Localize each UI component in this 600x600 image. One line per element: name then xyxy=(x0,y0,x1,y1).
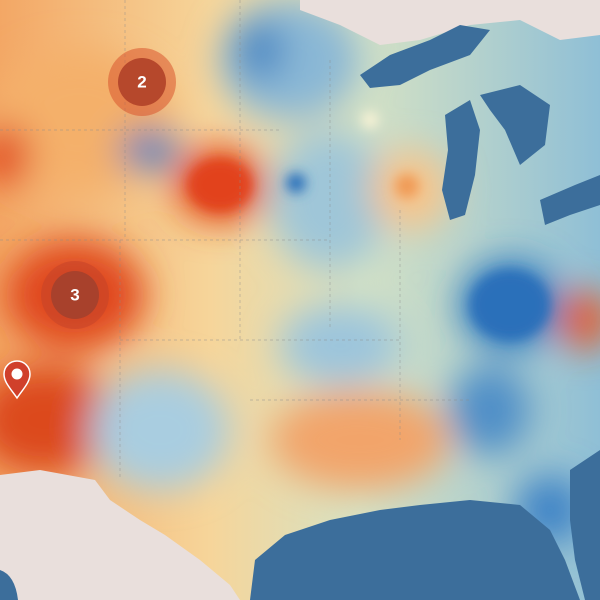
borders xyxy=(0,0,470,480)
great-lakes xyxy=(360,25,600,225)
heat-spots xyxy=(188,112,550,340)
canada xyxy=(300,0,600,45)
cluster-label: 2 xyxy=(137,73,146,92)
pin-dot xyxy=(11,368,23,380)
cluster-label: 3 xyxy=(70,286,79,305)
atlantic xyxy=(570,450,600,600)
pacific xyxy=(0,570,18,600)
mexico xyxy=(0,470,240,600)
cluster-marker[interactable]: 3 xyxy=(41,261,109,329)
pin-marker[interactable] xyxy=(3,360,31,400)
cluster-core xyxy=(51,271,99,319)
cluster-marker[interactable]: 2 xyxy=(108,48,176,116)
gulf xyxy=(250,500,580,600)
heat-layer xyxy=(0,0,600,545)
cluster-core xyxy=(118,58,166,106)
